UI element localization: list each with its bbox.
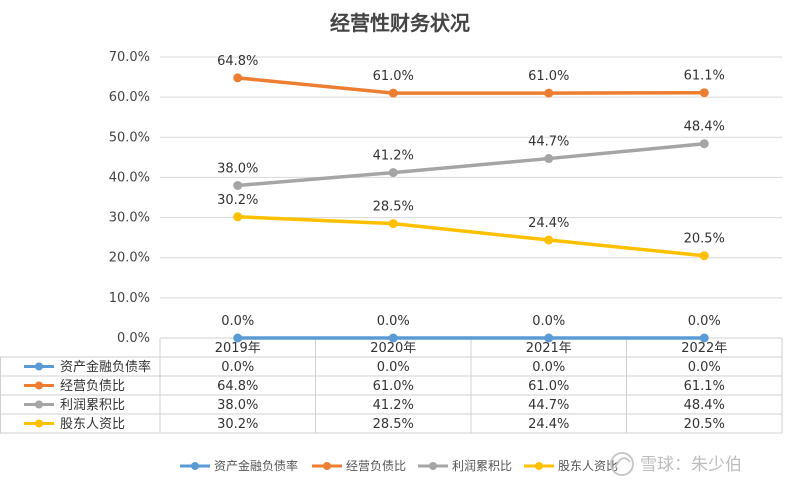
data-label: 24.4% <box>528 216 569 231</box>
data-label: 0.0% <box>221 314 254 329</box>
data-label: 0.0% <box>377 314 410 329</box>
y-tick-label: 0.0% <box>117 331 150 346</box>
data-labels: 64.8% 61.0% 61.0% 61.1% 38.0% 41.2% 44.7% 48.4%… <box>217 54 725 329</box>
legend-label: 利润累积比 <box>452 459 512 473</box>
x-tick-label: 2021年 <box>526 341 572 356</box>
data-point <box>388 88 398 98</box>
legend-label: 股东人资比 <box>558 459 618 473</box>
table-cell: 0.0% <box>377 360 410 375</box>
y-tick-label: 60.0% <box>109 90 150 105</box>
x-tick-label: 2020年 <box>370 341 416 356</box>
data-label: 0.0% <box>688 314 721 329</box>
legend-marker <box>535 462 543 470</box>
chart-title: 经营性财务状况 <box>330 11 470 35</box>
table-legend-marker <box>35 362 43 371</box>
data-label: 48.4% <box>684 120 725 135</box>
series-group <box>233 73 709 343</box>
data-label: 61.0% <box>373 69 414 84</box>
y-tick-label: 30.0% <box>109 211 150 226</box>
data-point <box>233 73 243 83</box>
legend-marker <box>323 462 331 470</box>
data-label: 38.0% <box>217 161 258 176</box>
y-tick-label: 70.0% <box>109 50 150 65</box>
data-point <box>233 180 243 190</box>
data-point <box>544 88 554 98</box>
x-tick-label: 2019年 <box>215 341 261 356</box>
data-point <box>544 333 554 343</box>
data-label: 41.2% <box>373 149 414 164</box>
data-point <box>699 139 709 149</box>
table-series-name: 股东人资比 <box>60 417 125 432</box>
table-cell: 41.2% <box>373 398 414 413</box>
data-label: 30.2% <box>217 193 258 208</box>
series-line <box>237 141 705 188</box>
legend-marker <box>191 462 199 470</box>
table-cell: 28.5% <box>373 417 414 432</box>
data-point <box>699 333 709 343</box>
table-legend-marker <box>35 419 43 428</box>
data-label: 44.7% <box>528 135 569 150</box>
data-label: 0.0% <box>532 314 565 329</box>
data-point <box>544 235 554 245</box>
watermark: 雪球：朱少伯 <box>610 452 742 476</box>
data-point <box>388 333 398 343</box>
table-legend-marker <box>35 400 43 409</box>
table-cell: 20.5% <box>684 417 725 432</box>
data-point <box>388 168 398 178</box>
data-point <box>699 88 709 98</box>
table-cell: 24.4% <box>528 417 569 432</box>
table-series-name: 资产金融负债率 <box>60 359 151 375</box>
table-cell: 61.0% <box>528 379 569 394</box>
data-label: 61.1% <box>684 69 725 84</box>
y-tick-label: 40.0% <box>109 170 150 185</box>
legend: 资产金融负债率 经营负债比 利润累积比 股东人资比 <box>180 458 618 473</box>
table-cell: 30.2% <box>217 417 258 432</box>
data-point <box>233 212 243 222</box>
snowball-logo-icon <box>610 452 634 476</box>
x-tick-label: 2022年 <box>681 341 727 356</box>
y-tick-label: 20.0% <box>109 251 150 266</box>
table-legend-marker <box>35 381 43 390</box>
table-cell: 0.0% <box>532 360 565 375</box>
legend-label: 经营负债比 <box>346 459 406 473</box>
data-label: 61.0% <box>528 69 569 84</box>
data-point <box>544 154 554 164</box>
table-series-name: 经营负债比 <box>60 379 125 394</box>
data-label: 28.5% <box>373 200 414 215</box>
series-line <box>237 215 705 258</box>
table-cell: 61.1% <box>684 379 725 394</box>
table-cell: 0.0% <box>688 360 721 375</box>
table-cell: 61.0% <box>373 379 414 394</box>
table-cell: 44.7% <box>528 398 569 413</box>
watermark-text: 雪球：朱少伯 <box>640 455 742 475</box>
legend-marker <box>429 462 437 470</box>
table-cell: 0.0% <box>221 360 254 375</box>
y-axis: 0.0% 10.0% 20.0% 30.0% 40.0% 50.0% 60.0% 70.0% <box>109 50 150 346</box>
data-point <box>388 219 398 229</box>
series-line <box>237 76 705 95</box>
y-tick-label: 50.0% <box>109 130 150 145</box>
data-point <box>699 251 709 261</box>
table-cell: 64.8% <box>217 379 258 394</box>
data-point <box>233 333 243 343</box>
legend-label: 资产金融负债率 <box>214 458 298 473</box>
data-label: 20.5% <box>684 232 725 247</box>
data-label: 64.8% <box>217 54 258 69</box>
table-cell: 38.0% <box>217 398 258 413</box>
table-cell: 48.4% <box>684 398 725 413</box>
y-tick-label: 10.0% <box>109 291 150 306</box>
table-series-name: 利润累积比 <box>60 398 125 413</box>
